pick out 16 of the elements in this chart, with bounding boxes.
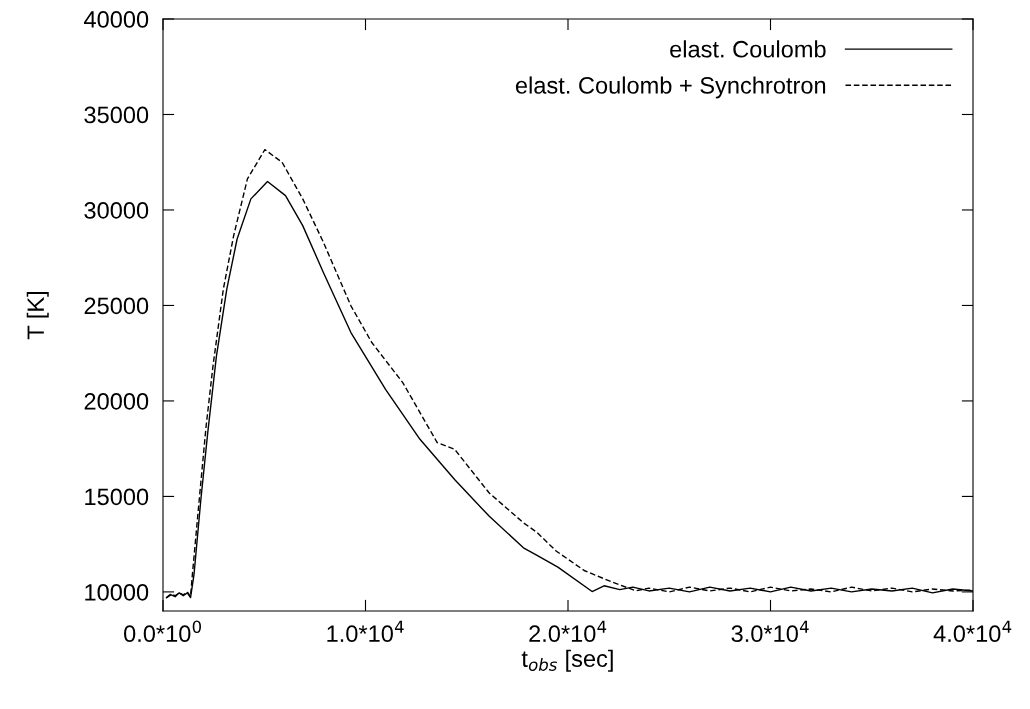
y-tick-label: 10000	[85, 583, 149, 601]
legend-label: elast. Coulomb + Synchrotron	[515, 76, 826, 99]
y-tick-label: 30000	[84, 202, 149, 219]
y-tick-label: 15000	[85, 488, 149, 506]
x-tick-label: 3.0*10$^{4}$	[731, 620, 809, 643]
x-tick-label: 4.0*10$^{4}$	[933, 620, 1012, 643]
y-tick-label: 35000	[84, 106, 149, 124]
y-axis-title: T [K]	[26, 291, 49, 340]
x-axis-title: t$_{obs}$ [sec]	[521, 649, 613, 672]
legend-label: elast. Coulomb	[670, 40, 826, 58]
x-tick-label: 0.0*10$^{0}$	[124, 620, 202, 643]
x-tick-label: 1.0*10$^{4}$	[327, 620, 404, 643]
y-tick-label: 40000	[84, 11, 149, 28]
y-tick-label: 25000	[84, 297, 149, 315]
x-tick-label: 2.0*10$^{4}$	[529, 620, 607, 643]
y-tick-label: 20000	[84, 393, 149, 410]
